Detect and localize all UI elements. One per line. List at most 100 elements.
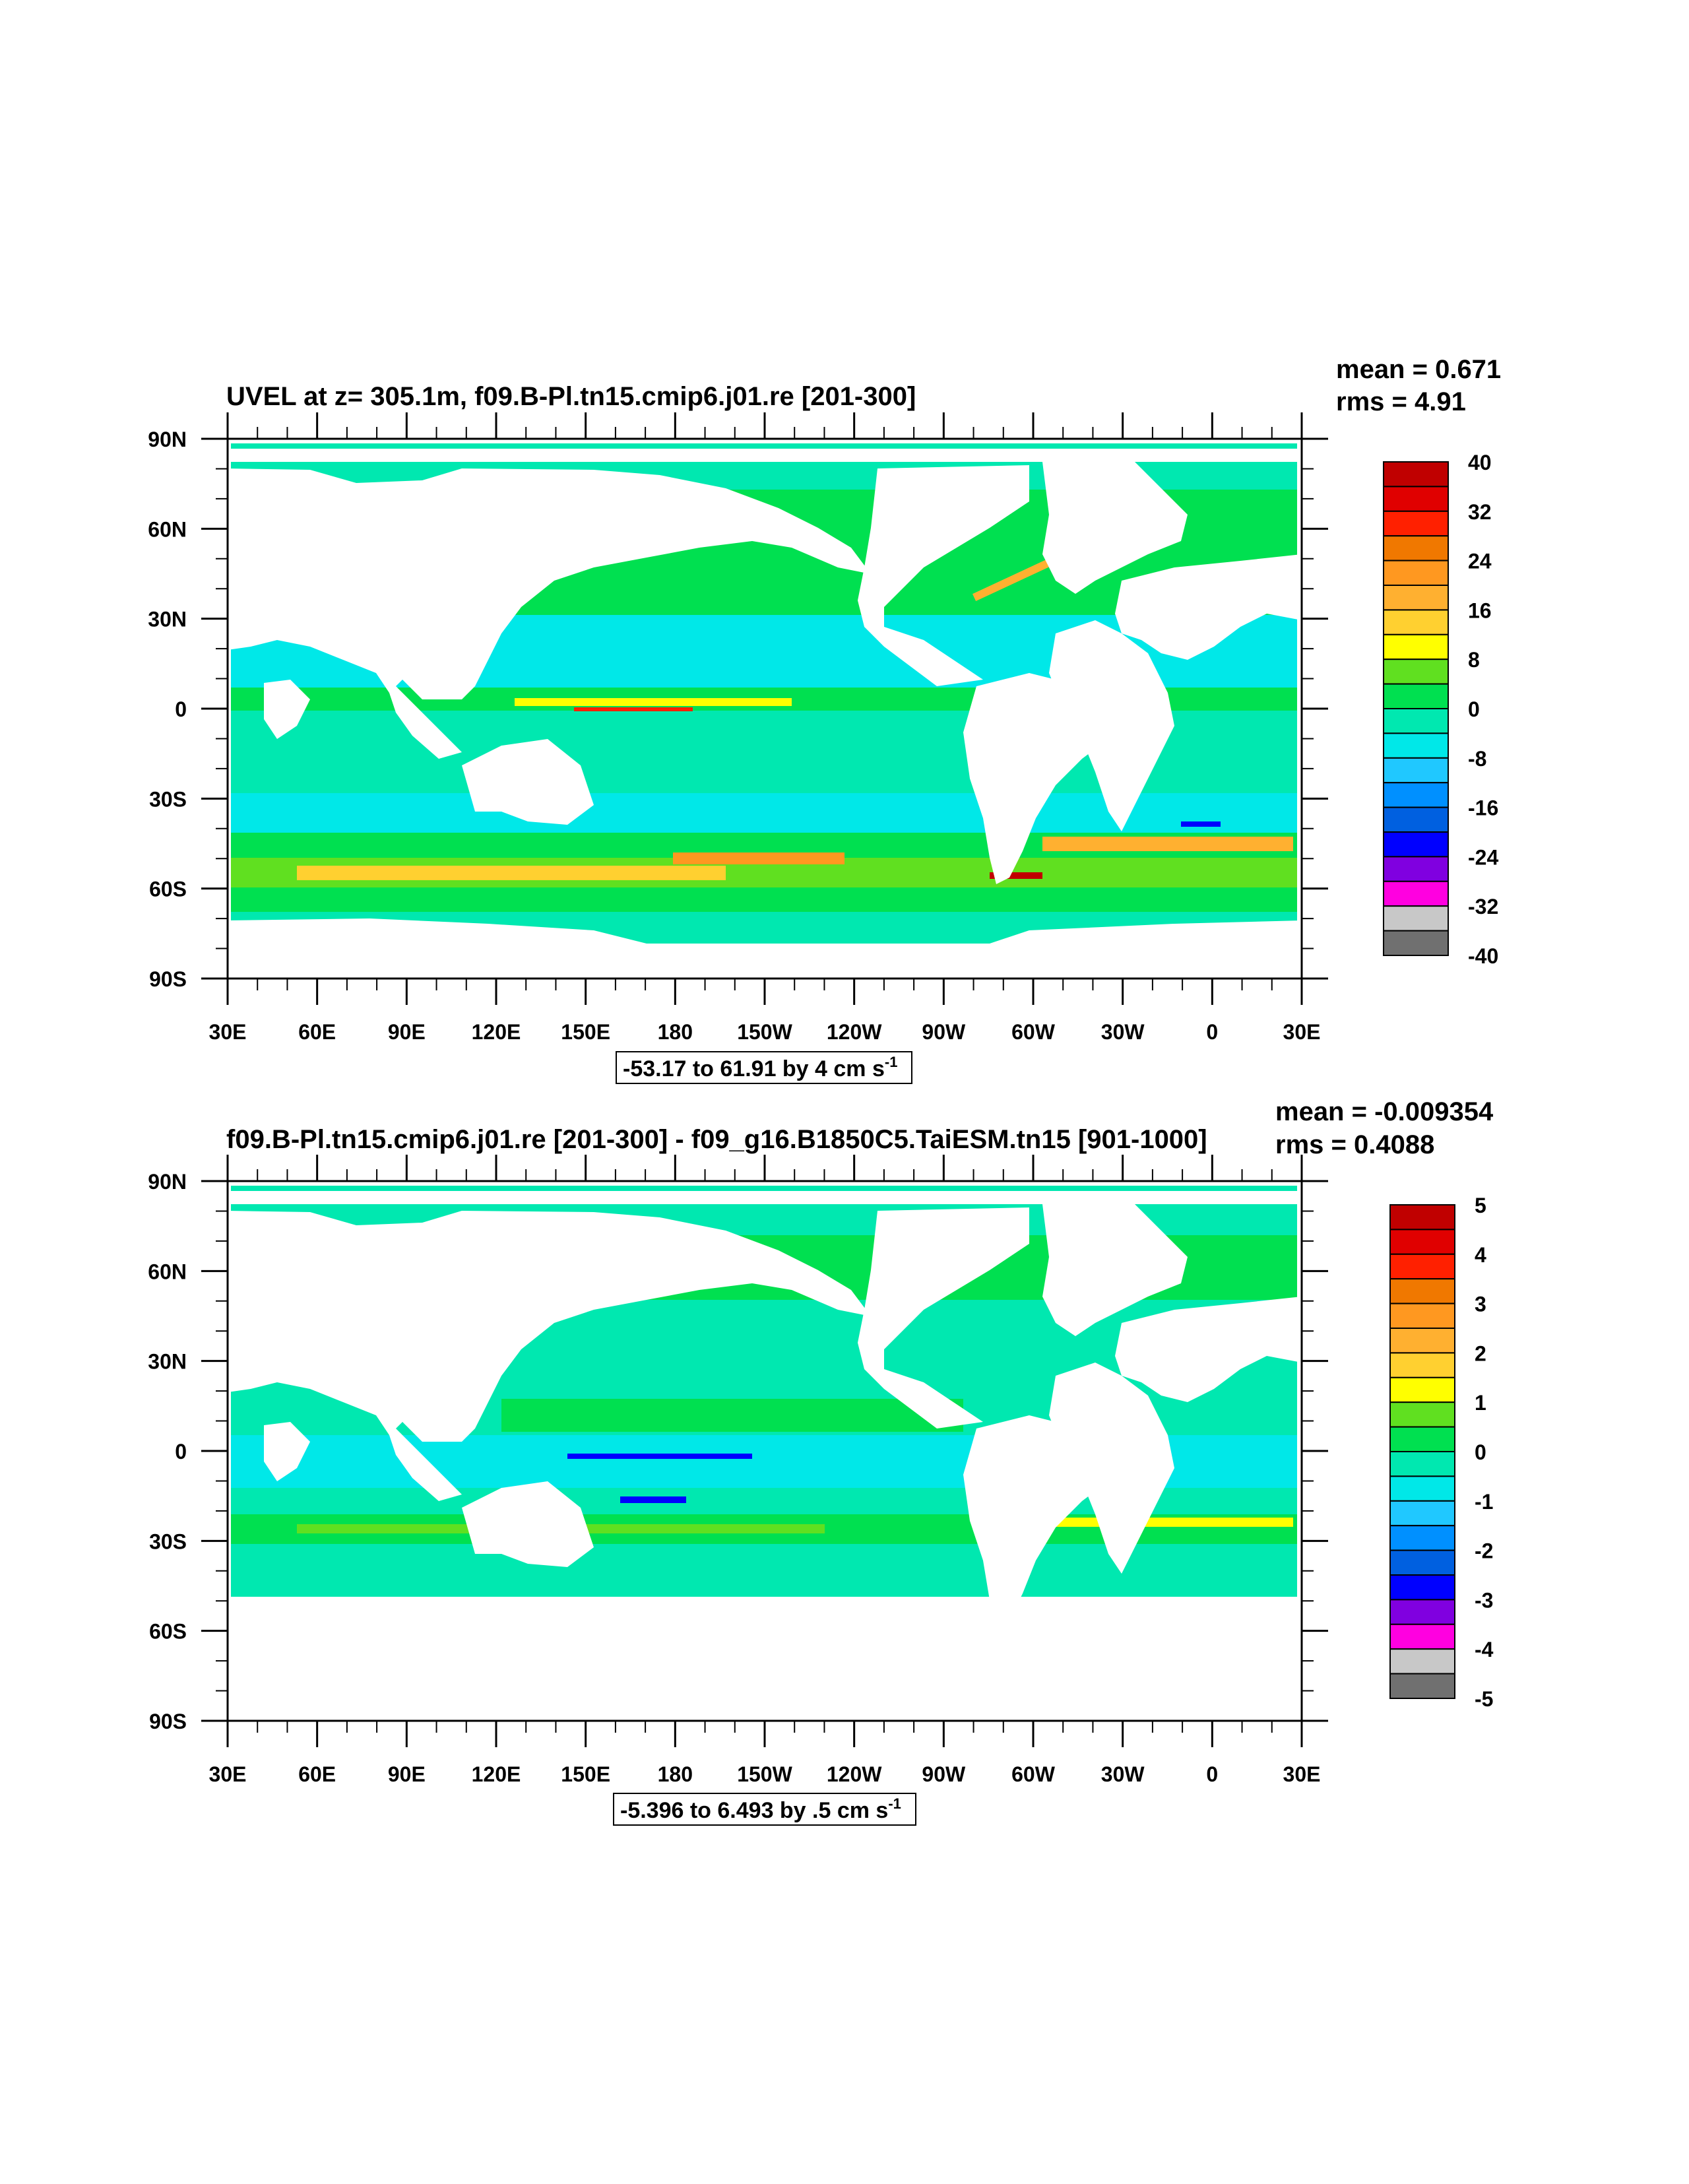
lat-label: 90N [148,428,187,451]
range-label: -53.17 to 61.91 by 4 cm s-1 [623,1054,897,1081]
lon-label: 120E [472,1762,521,1786]
colorbar-swatch [1383,856,1449,882]
lon-label: 60E [298,1762,336,1786]
colorbar-swatch [1389,1623,1455,1650]
colorbar-swatch [1389,1475,1455,1502]
colorbar-swatch [1383,880,1449,907]
lon-label: 120E [472,1020,521,1044]
lon-label: 150E [561,1020,610,1044]
equatorial-anomaly [567,1454,752,1459]
colorbar-swatch [1389,1204,1455,1231]
colorbar-swatch [1383,535,1449,562]
colorbar-label: 2 [1475,1341,1486,1365]
lon-label: 150E [561,1762,610,1786]
lat-labels: 90N 60N 30N 0 30S 60S 90S [148,1170,187,1733]
colorbar-swatch [1383,806,1449,833]
colorbar: 40 32 24 16 8 0 -8 -16 -24 -32 -40 [1383,451,1498,968]
lat-label: 90N [148,1170,187,1194]
lon-labels: 30E 60E 90E 120E 150E 180 150W 120W 90W 60W 30W 0 30… [209,1020,1321,1044]
lon-label: 60W [1011,1762,1056,1786]
colorbar-swatch [1389,1253,1455,1280]
colorbar-swatch [1383,708,1449,734]
colorbar-swatch [1383,683,1449,709]
brazil-malvinas [990,872,1042,879]
lat-label: 30N [148,1350,187,1374]
lat-label: 60S [149,1620,187,1644]
lon-label: 30W [1101,1020,1145,1044]
colorbar-label: 1 [1475,1391,1486,1415]
colorbar-label: -3 [1475,1588,1493,1612]
lat-label: 0 [175,697,187,721]
colorbar-swatch [1383,560,1449,586]
lon-labels: 30E 60E 90E 120E 150E 180 150W 120W 90W 60W 30W 0 30… [209,1762,1321,1786]
lon-label: 30E [209,1762,247,1786]
lat-label: 60N [148,517,187,541]
colorbar-swatch [1383,757,1449,784]
colorbar-label: -32 [1468,895,1498,918]
colorbar-label: 32 [1468,500,1492,524]
colorbar-swatch [1389,1574,1455,1601]
lon-label: 180 [658,1762,693,1786]
lat-label: 90S [149,1710,187,1733]
colorbar-swatch [1389,1426,1455,1453]
lon-label: 150W [737,1762,792,1786]
colorbar-label: -8 [1468,747,1486,771]
lon-label: 180 [658,1020,693,1044]
colorbar-swatch [1389,1401,1455,1428]
ocean-band-antarctic [231,1570,1297,1597]
lon-label: 120W [827,1020,882,1044]
lon-label: 90W [922,1020,966,1044]
colorbar-swatch [1389,1229,1455,1255]
lon-label: 60E [298,1020,336,1044]
colorbar-swatch [1389,1525,1455,1551]
range-label: -5.396 to 6.493 by .5 cm s-1 [620,1795,901,1823]
lat-label: 60S [149,878,187,901]
map-panel-top: UVEL at z= 305.1m, f09.B-Pl.tn15.cmip6.j… [148,355,1501,1084]
ocean-band-acc-core [297,866,726,880]
colorbar-swatch [1383,905,1449,932]
stat-rms: rms = 0.4088 [1275,1130,1434,1159]
colorbar-label: -16 [1468,796,1498,820]
range-box: -53.17 to 61.91 by 4 cm s-1 [616,1051,912,1084]
axis-ticks [201,412,1328,1005]
lat-label: 60N [148,1260,187,1283]
lat-label: 30N [148,608,187,631]
lon-label: 90W [922,1762,966,1786]
land [228,449,1302,979]
colorbar-swatch [1383,658,1449,685]
lon-label: 90E [388,1020,426,1044]
stat-mean: mean = 0.671 [1336,355,1501,384]
colorbar-swatch [1389,1549,1455,1576]
lat-labels: 90N 60N 30N 0 30S 60S 90S [148,428,187,991]
colorbar-label: -24 [1468,845,1498,869]
lon-label: 0 [1206,1020,1218,1044]
stat-mean: mean = -0.009354 [1275,1097,1494,1126]
colorbar-swatch [1383,782,1449,808]
colorbar-swatch [1389,1278,1455,1304]
panel-title: UVEL at z= 305.1m, f09.B-Pl.tn15.cmip6.j… [226,382,916,411]
map-panel-bottom: mean = -0.009354 f09.B-Pl.tn15.cmip6.j01… [148,1097,1494,1826]
ocean-band-equatorial-green [501,1399,963,1432]
lat-label: 0 [175,1440,187,1463]
colorbar-label: 40 [1468,451,1492,474]
lon-label: 60W [1011,1020,1056,1044]
lon-label: 120W [827,1762,882,1786]
colorbar-swatch [1383,732,1449,759]
lon-label: 90E [388,1762,426,1786]
lon-label: 0 [1206,1762,1218,1786]
colorbar-label: 5 [1475,1194,1486,1217]
lat-label: 30S [149,1529,187,1553]
colorbar: 5 4 3 2 1 0 -1 -2 -3 -4 -5 [1389,1194,1494,1711]
colorbar-label: 3 [1475,1293,1486,1316]
equatorial-undercurrent [515,698,792,706]
colorbar-swatch [1389,1673,1455,1700]
colorbar-label: 4 [1475,1243,1486,1267]
colorbar-swatch [1383,633,1449,660]
colorbar-swatch [1389,1376,1455,1403]
colorbar-label: -40 [1468,944,1498,968]
colorbar-label: -1 [1475,1490,1493,1514]
colorbar-label: -5 [1475,1687,1493,1711]
lon-label: 150W [737,1020,792,1044]
colorbar-swatch [1389,1352,1455,1378]
